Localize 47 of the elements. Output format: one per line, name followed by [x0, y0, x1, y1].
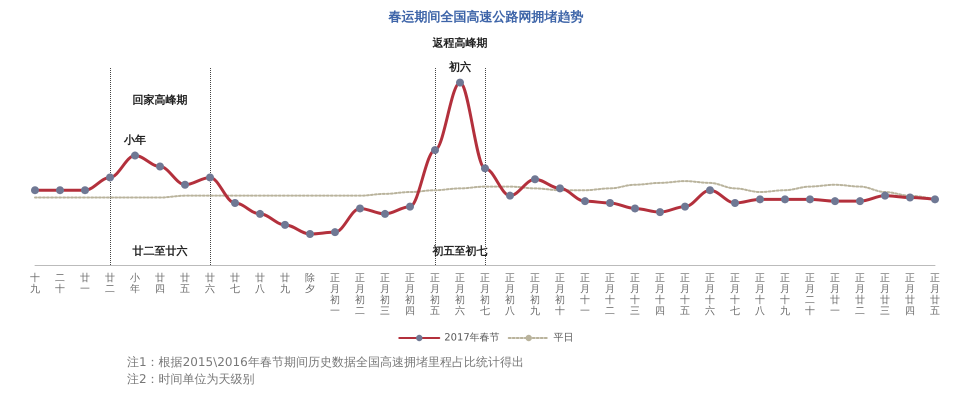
x-tick-label: 十九	[30, 272, 40, 295]
x-tick-label: 正月十二	[605, 273, 615, 317]
x-tick-label: 正月十六	[705, 273, 715, 317]
x-tick-label: 廿九	[280, 272, 290, 295]
x-tick-label: 正月十三	[630, 273, 640, 317]
x-tick-label: 廿六	[205, 272, 215, 295]
x-tick-label: 正月廿一	[830, 273, 840, 317]
x-tick-label: 正月初七	[480, 273, 490, 317]
x-tick-label: 除夕	[305, 272, 315, 295]
x-tick-label: 廿一	[80, 272, 90, 295]
x-tick-label: 正月廿五	[930, 273, 940, 317]
x-tick-label: 正月初五	[430, 273, 440, 317]
x-tick-label: 正月初六	[455, 273, 465, 317]
legend-label: 2017年春节	[444, 332, 500, 344]
x-tick-label: 廿八	[255, 272, 265, 295]
x-tick-label: 正月十九	[780, 273, 790, 317]
x-tick-label: 小年	[130, 272, 140, 295]
x-tick-label: 正月初三	[380, 273, 390, 317]
x-tick-label: 正月二十	[805, 273, 815, 317]
x-tick-label: 正月十四	[655, 273, 665, 317]
annotation: 小年	[123, 134, 146, 147]
x-tick-label: 正月初二	[355, 273, 365, 317]
text: 返程高峰期	[432, 36, 488, 50]
x-tick-label: 正月初九	[530, 273, 540, 317]
x-tick-label: 正月廿四	[905, 273, 915, 317]
legend-label: 平日	[554, 332, 574, 344]
chart-title: 春运期间全国高速公路网拥堵趋势	[388, 9, 584, 25]
x-tick-label: 正月初一	[330, 273, 340, 317]
x-tick-label: 廿七	[230, 272, 240, 295]
x-tick-label: 廿二	[105, 272, 115, 295]
annotation: 初六	[448, 60, 471, 74]
text: 注1：根据2015\2016年春节期间历史数据全国高速拥堵里程占比统计得出	[127, 355, 524, 369]
x-tick-label: 廿四	[155, 272, 165, 295]
x-tick-label: 正月十七	[730, 273, 740, 317]
x-tick-label: 正月十一	[580, 273, 590, 317]
x-tick-label: 正月初八	[505, 273, 515, 317]
x-tick-label: 正月初十	[555, 273, 565, 317]
x-tick-label: 二十	[55, 273, 65, 295]
x-tick-label: 正月十八	[755, 273, 765, 317]
annotation: 回家高峰期	[132, 94, 188, 106]
x-tick-label: 正月十五	[680, 273, 690, 317]
x-tick-label: 正月初四	[405, 273, 415, 317]
x-tick-label: 正月廿三	[880, 273, 890, 317]
annotation: 廿二至廿六	[132, 244, 188, 258]
x-tick-label: 正月廿二	[855, 273, 865, 317]
x-tick-label: 廿五	[180, 272, 190, 295]
text: 注2：时间单位为天级别	[127, 372, 255, 386]
